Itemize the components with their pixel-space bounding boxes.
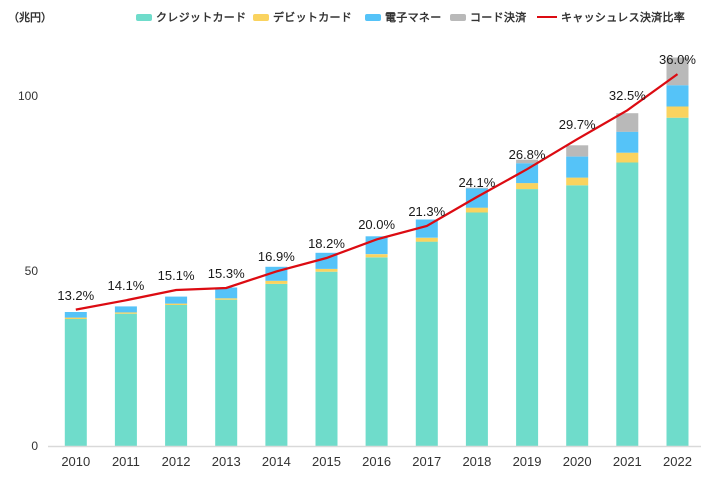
x-tick-2014: 2014 xyxy=(261,454,291,469)
bar-2010-credit xyxy=(64,319,87,446)
bar-2019-code xyxy=(516,159,539,164)
bar-2013-debit xyxy=(215,298,238,300)
bar-2012-debit xyxy=(165,303,188,305)
code-payment-swatch-icon xyxy=(450,13,466,21)
ratio-label-2013: 15.3% xyxy=(207,265,245,281)
bar-2011-credit xyxy=(114,313,137,446)
ratio-label-2017: 21.3% xyxy=(408,203,446,219)
bar-2015-credit xyxy=(315,271,338,446)
bar-2017-credit xyxy=(415,241,438,446)
bar-2021-emoney xyxy=(616,131,639,153)
bar-2019-credit xyxy=(516,189,539,446)
credit-card-swatch-icon xyxy=(136,13,152,21)
bar-2020-emoney xyxy=(566,156,589,178)
bar-2016-debit xyxy=(365,254,388,258)
y-tick-0: 0 xyxy=(31,439,38,453)
legend-item-credit-card: クレジットカード xyxy=(136,9,246,25)
ratio-label-2018: 24.1% xyxy=(458,175,496,191)
ratio-label-2022: 36.0% xyxy=(659,52,696,68)
bar-2011-debit xyxy=(114,312,137,314)
bar-2022-emoney xyxy=(666,85,689,107)
x-tick-2020: 2020 xyxy=(562,454,592,469)
e-money-swatch-icon xyxy=(365,13,381,21)
bar-2022-credit xyxy=(666,117,689,446)
legend-label: コード決済 xyxy=(470,12,527,24)
bar-2020-code xyxy=(566,145,589,157)
cashless-ratio-line xyxy=(75,73,679,311)
x-tick-2012: 2012 xyxy=(161,454,191,469)
bar-2021-credit xyxy=(616,162,639,446)
ratio-label-2021: 32.5% xyxy=(608,88,646,104)
x-tick-2010: 2010 xyxy=(61,454,91,469)
bar-2010-debit xyxy=(64,317,87,319)
legend-item-debit-card: デビットカード xyxy=(253,9,352,25)
legend-item-code-payment: コード決済 xyxy=(450,9,527,25)
bar-2019-debit xyxy=(516,183,539,190)
x-tick-2011: 2011 xyxy=(111,454,140,469)
x-tick-2015: 2015 xyxy=(312,454,341,469)
x-tick-2016: 2016 xyxy=(362,454,392,469)
x-tick-2018: 2018 xyxy=(462,454,492,469)
ratio-label-2016: 20.0% xyxy=(358,217,396,233)
x-tick-2017: 2017 xyxy=(412,454,442,469)
bar-2018-credit xyxy=(465,212,488,446)
bar-2012-credit xyxy=(165,305,188,446)
bar-2013-credit xyxy=(215,299,238,446)
y-tick-50: 50 xyxy=(24,264,38,278)
ratio-label-2019: 26.8% xyxy=(508,147,546,163)
debit-card-swatch-icon xyxy=(253,13,269,21)
x-tick-2021: 2021 xyxy=(612,454,642,469)
bar-2021-debit xyxy=(616,152,639,163)
ratio-label-2011: 14.1% xyxy=(107,278,145,294)
ratio-label-2020: 29.7% xyxy=(558,117,596,133)
x-tick-2013: 2013 xyxy=(211,454,241,469)
bar-2010-emoney xyxy=(64,312,87,318)
x-tick-2019: 2019 xyxy=(512,454,542,469)
legend-label: 電子マネー xyxy=(385,12,442,24)
bar-2022-debit xyxy=(666,106,689,118)
bar-2014-credit xyxy=(265,284,288,446)
y-tick-100: 100 xyxy=(17,89,38,103)
legend-item-e-money: 電子マネー xyxy=(365,9,442,25)
legend-label: クレジットカード xyxy=(156,12,247,24)
legend-item-cashless-ratio: キャッシュレス決済比率 xyxy=(537,9,685,25)
legend-label: デビットカード xyxy=(273,12,353,24)
bar-2019-emoney xyxy=(516,163,539,184)
bar-2011-emoney xyxy=(114,306,137,313)
bar-2012-emoney xyxy=(165,296,188,304)
bar-2021-code xyxy=(616,113,639,132)
ratio-label-2014: 16.9% xyxy=(257,249,295,265)
y-axis-unit-label: （兆円） xyxy=(8,12,52,24)
ratio-label-2012: 15.1% xyxy=(157,268,195,284)
bar-2020-credit xyxy=(566,185,589,447)
bar-2014-debit xyxy=(265,280,288,284)
ratio-label-2010: 13.2% xyxy=(57,287,95,303)
x-tick-2022: 2022 xyxy=(663,454,692,469)
legend-label: キャッシュレス決済比率 xyxy=(561,12,686,24)
bar-2017-debit xyxy=(415,237,438,242)
ratio-label-2015: 18.2% xyxy=(308,235,345,251)
bar-2013-emoney xyxy=(215,287,238,299)
cashless-ratio-line-icon xyxy=(537,16,557,18)
bar-2018-code xyxy=(465,187,488,189)
bar-2016-credit xyxy=(365,257,388,447)
bar-2015-debit xyxy=(315,268,338,272)
bar-2018-debit xyxy=(465,207,488,213)
bar-2020-debit xyxy=(566,177,589,186)
